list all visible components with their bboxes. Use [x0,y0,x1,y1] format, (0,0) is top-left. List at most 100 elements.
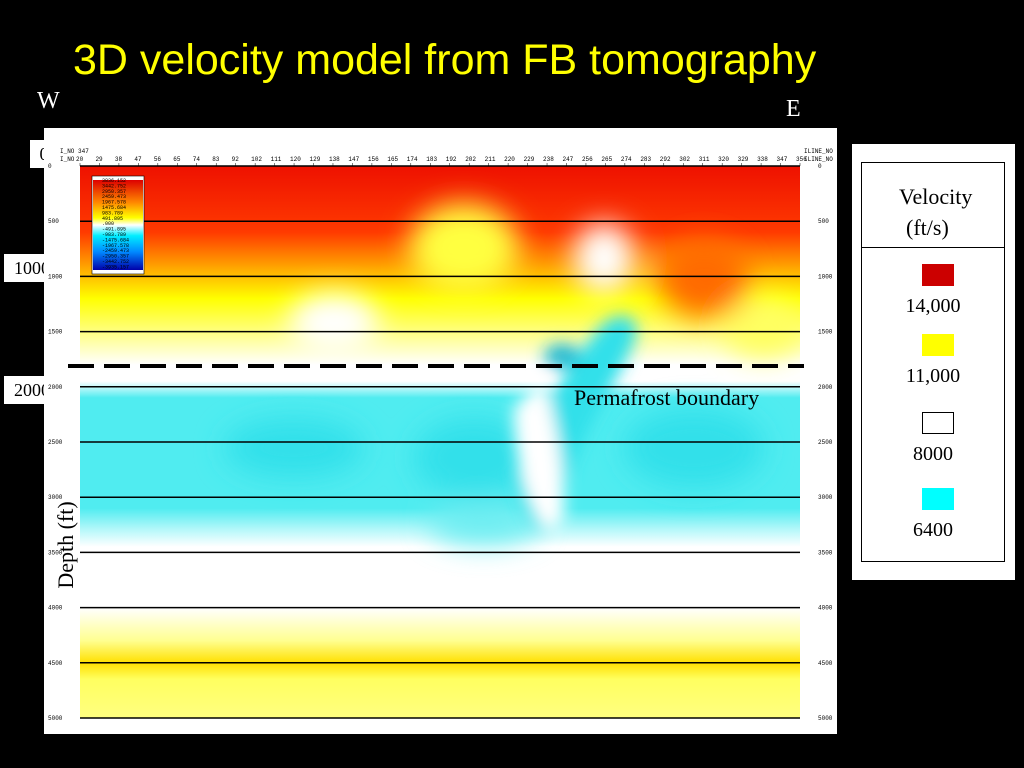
crossline-tick-label: 247 [562,156,573,163]
crossline-tick-label: 65 [173,156,181,163]
crossline-tick-label: 147 [348,156,359,163]
colorbar-label: -491.895 [102,227,126,233]
legend-label: 8000 [913,443,953,465]
crossline-tick-label: 292 [660,156,671,163]
depth-tick-right: 2500 [818,439,833,446]
depth-tick-left: 3500 [48,549,63,556]
section-header-left-1: I_NO 347 [60,148,89,155]
colorbar-label: -983.789 [102,232,126,238]
west-label: W [37,88,60,114]
legend-swatch [922,412,954,434]
crossline-tick-label: 92 [232,156,240,163]
crossline-tick-label: 329 [738,156,749,163]
colorbar-label: -2459.473 [102,248,129,254]
crossline-tick-label: 174 [407,156,418,163]
legend-title-line1: Velocity [899,184,973,209]
slide-title: 3D velocity model from FB tomography [73,36,817,84]
colorbar-label: 2950.357 [102,189,126,195]
depth-tick-left: 5000 [48,715,63,722]
crossline-tick-label: 165 [387,156,398,163]
legend-frame: Velocity (ft/s) 14,000 11,000 8000 6400 [861,162,1005,562]
crossline-tick-label: 311 [699,156,710,163]
crossline-tick-label: 83 [212,156,220,163]
crossline-tick-label: 20 [76,156,84,163]
crossline-tick-label: 56 [154,156,162,163]
crossline-tick-label: 274 [621,156,632,163]
colorbar-label: 1967.578 [102,200,126,206]
depth-tick-left: 1500 [48,329,63,336]
crossline-tick-label: 338 [757,156,768,163]
crossline-tick-label: 102 [251,156,262,163]
depth-tick-right: 500 [818,218,829,225]
crossline-tick-label: 347 [777,156,788,163]
depth-tick-right: 3000 [818,494,833,501]
depth-tick-left: 0 [48,163,52,170]
crossline-tick-label: 29 [95,156,103,163]
depth-tick-left: 1000 [48,273,63,280]
colorbar-label: 3836.152 [102,178,126,184]
colorbar-label: 1475.684 [102,205,126,211]
depth-tick-right: 1500 [818,329,833,336]
depth-tick-right: 3500 [818,549,833,556]
depth-tick-left: 4500 [48,660,63,667]
colorbar-label: 2459.473 [102,194,126,200]
crossline-tick-label: 202 [465,156,476,163]
colorbar-label: .000 [102,221,114,227]
velocity-section-plot: 0500100015002000250030003500400045005000… [44,128,837,734]
legend-swatch [922,488,954,510]
section-header-right-2: ILINE_NO [804,156,833,163]
depth-tick-left: 500 [48,218,59,225]
crossline-tick-label: 47 [134,156,142,163]
section-header-left-2: I_NO [60,156,75,163]
depth-tick-right: 4000 [818,605,833,612]
colorbar: 3836.1523442.7522950.3572459.4731967.578… [91,175,145,275]
crossline-tick-label: 229 [524,156,535,163]
east-label: E [786,96,801,122]
colorbar-label: 3442.752 [102,183,126,189]
crossline-tick-label: 220 [504,156,515,163]
crossline-tick-label: 320 [718,156,729,163]
crossline-tick-label: 111 [271,156,282,163]
crossline-tick-label: 138 [329,156,340,163]
colorbar-label: -1967.578 [102,243,129,249]
crossline-tick-label: 120 [290,156,301,163]
legend-label: 6400 [913,519,953,541]
crossline-tick-label: 156 [368,156,379,163]
crossline-tick-label: 211 [485,156,496,163]
depth-tick-left: 4000 [48,605,63,612]
crossline-tick-label: 256 [582,156,593,163]
crossline-tick-label: 265 [601,156,612,163]
crossline-tick-label: 283 [640,156,651,163]
legend-title-line2: (ft/s) [906,215,949,240]
permafrost-boundary-label: Permafrost boundary [574,385,760,410]
velocity-legend: Velocity (ft/s) 14,000 11,000 8000 6400 [852,144,1015,580]
legend-swatch [922,334,954,356]
colorbar-label: 491.895 [102,216,123,222]
colorbar-label: -3442.752 [102,259,129,265]
depth-tick-right: 5000 [818,715,833,722]
crossline-tick-label: 183 [426,156,437,163]
depth-tick-left: 2500 [48,439,63,446]
legend-swatch [922,264,954,286]
legend-title: Velocity (ft/s) [862,181,1006,243]
depth-axis-label: Depth (ft) [53,501,78,589]
crossline-tick-label: 74 [193,156,201,163]
crossline-tick-label: 129 [310,156,321,163]
colorbar-label: -3935.157 [102,264,129,270]
depth-tick-right: 1000 [818,273,833,280]
depth-tick-right: 2000 [818,384,833,391]
crossline-tick-label: 302 [679,156,690,163]
crossline-tick-label: 192 [446,156,457,163]
crossline-tick-label: 238 [543,156,554,163]
legend-label: 11,000 [905,365,961,387]
legend-divider [862,247,1004,248]
colorbar-label: -1475.684 [102,237,129,243]
section-header-right-1: ILINE_NO [804,148,833,155]
depth-tick-left: 2000 [48,384,63,391]
legend-label: 14,000 [905,295,961,317]
depth-tick-right: 4500 [818,660,833,667]
crossline-tick-label: 38 [115,156,123,163]
depth-tick-right: 0 [818,163,822,170]
colorbar-label: 983.789 [102,210,123,216]
depth-tick-left: 3000 [48,494,63,501]
